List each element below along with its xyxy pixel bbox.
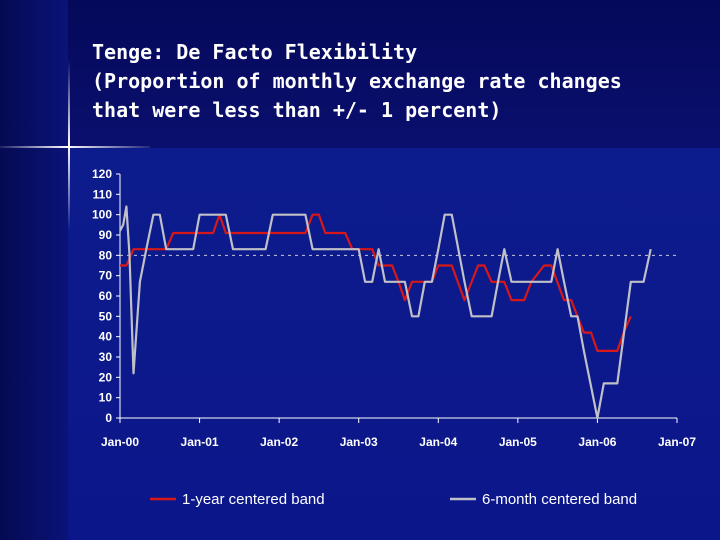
- y-tick-label: 30: [99, 350, 113, 364]
- y-tick-label: 120: [92, 167, 112, 181]
- y-tick-label: 40: [99, 330, 113, 344]
- x-tick-label: Jan-06: [578, 435, 616, 449]
- x-tick-label: Jan-05: [499, 435, 537, 449]
- x-tick-label: Jan-03: [340, 435, 378, 449]
- background-main: [68, 148, 720, 540]
- y-tick-label: 80: [99, 248, 113, 262]
- series-line-six-month-band: [119, 205, 652, 420]
- light-flare-horizontal: [0, 146, 150, 148]
- light-flare-vertical: [68, 60, 70, 230]
- y-tick-label: 110: [93, 187, 113, 201]
- y-tick-label: 0: [105, 411, 112, 425]
- x-tick-label: Jan-00: [101, 435, 139, 449]
- y-tick-label: 100: [92, 208, 112, 222]
- x-tick-label: Jan-04: [419, 435, 457, 449]
- title-line-2: (Proportion of monthly exchange rate cha…: [92, 69, 622, 93]
- title-line-3: that were less than +/- 1 percent): [92, 98, 502, 122]
- legend-label-six-month-band: 6-month centered band: [482, 491, 637, 508]
- y-tick-label: 60: [99, 289, 113, 303]
- y-tick-label: 10: [99, 391, 113, 405]
- x-tick-label: Jan-07: [658, 435, 696, 449]
- background-left: [0, 0, 68, 540]
- y-tick-label: 90: [99, 228, 113, 242]
- slide-title: Tenge: De Facto Flexibility (Proportion …: [92, 38, 702, 125]
- title-line-1: Tenge: De Facto Flexibility: [92, 40, 418, 64]
- legend-label-one-year-band: 1-year centered band: [182, 491, 325, 508]
- y-tick-label: 70: [99, 269, 113, 283]
- x-tick-label: Jan-02: [260, 435, 298, 449]
- y-tick-label: 20: [99, 370, 113, 384]
- background-top: [0, 0, 720, 148]
- y-tick-label: 50: [99, 309, 113, 323]
- x-tick-label: Jan-01: [181, 435, 219, 449]
